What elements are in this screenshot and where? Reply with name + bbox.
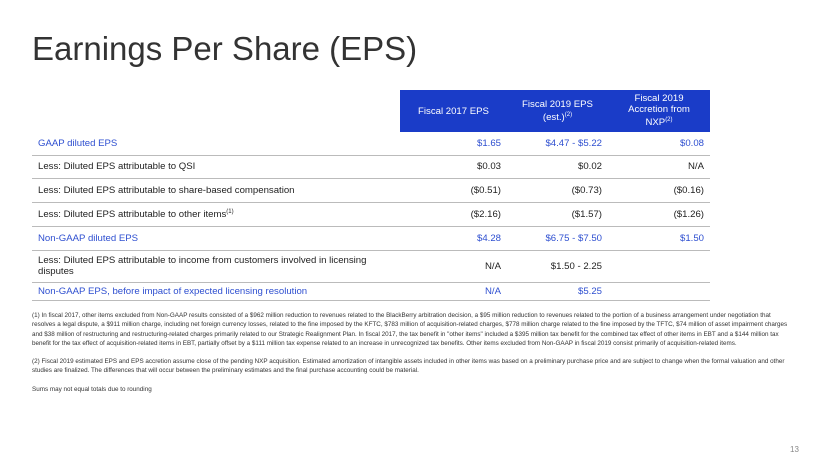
row-label: GAAP diluted EPS [32,132,400,156]
column-header-text: Fiscal 2019 Accretion from NXP [628,93,690,129]
value-cell [608,250,710,283]
header-row: Fiscal 2017 EPS Fiscal 2019 EPS (est.)(2)… [32,90,710,132]
footnote-ref: (2) [665,117,673,124]
value-cell: $4.47 - $5.22 [507,132,608,156]
value-cell: $0.08 [608,132,710,156]
footnote: Sums may not equal totals due to roundin… [32,385,152,393]
table-row: Less: Diluted EPS attributable to share-… [32,178,710,203]
table-row: Non-GAAP diluted EPS $4.28 $6.75 - $7.50 $1… [32,226,710,251]
value-cell: N/A [400,282,507,301]
row-label: Less: Diluted EPS attributable to share-… [32,178,400,203]
column-header-text: Fiscal 2019 EPS (est.) [522,98,593,124]
row-label-text: Less: Diluted EPS attributable to income… [38,255,367,277]
value-cell: $0.02 [507,155,608,179]
column-header: Fiscal 2017 EPS [400,90,507,132]
footnotes: (1) In fiscal 2017, other items excluded… [32,311,792,403]
table-row: Less: Diluted EPS attributable to other … [32,202,710,227]
value-cell: ($1.26) [608,202,710,227]
table-row: GAAP diluted EPS $1.65 $4.47 - $5.22 $0.08 [32,132,710,156]
row-label-text: Less: Diluted EPS attributable to QSI [38,161,196,172]
row-label-text: Non-GAAP EPS, before impact of expected … [38,285,308,297]
footnote: (1) In fiscal 2017, other items excluded… [32,312,788,347]
table-row: Less: Diluted EPS attributable to QSI $0.… [32,155,710,179]
footnote: (2) Fiscal 2019 estimated EPS and EPS ac… [32,358,785,375]
value-cell: ($0.16) [608,178,710,203]
slide-title: Earnings Per Share (EPS) [32,30,418,67]
value-cell: N/A [608,155,710,179]
value-cell: $5.25 [507,282,608,301]
table-row: Less: Diluted EPS attributable to income… [32,250,710,283]
value-cell: $1.65 [400,132,507,156]
value-cell: $0.03 [400,155,507,179]
value-cell [608,282,710,301]
row-label: Less: Diluted EPS attributable to other … [32,202,400,227]
row-label: Less: Diluted EPS attributable to QSI [32,155,400,179]
column-header-text: Fiscal 2017 EPS [418,105,489,117]
footnote-ref: (1) [226,209,234,216]
value-cell: ($0.51) [400,178,507,203]
value-cell: $6.75 - $7.50 [507,226,608,251]
value-cell: ($2.16) [400,202,507,227]
value-cell: $1.50 [608,226,710,251]
value-cell: ($1.57) [507,202,608,227]
footnote-ref: (2) [564,111,573,118]
value-cell: ($0.73) [507,178,608,203]
value-cell: N/A [400,250,507,283]
row-label-text: Less: Diluted EPS attributable to share-… [38,184,295,196]
column-header: Fiscal 2019 Accretion from NXP(2) [608,90,710,132]
row-label: Less: Diluted EPS attributable to income… [32,250,400,283]
row-label: Non-GAAP EPS, before impact of expected … [32,282,400,301]
value-cell: $4.28 [400,226,507,251]
row-label-text: GAAP diluted EPS [38,137,118,149]
column-header: Fiscal 2019 EPS (est.)(2) [507,90,608,132]
row-label: Non-GAAP diluted EPS [32,226,400,251]
value-cell: $1.50 - 2.25 [507,250,608,283]
eps-table: Fiscal 2017 EPS Fiscal 2019 EPS (est.)(2)… [32,90,710,301]
table-row: Non-GAAP EPS, before impact of expected … [32,282,710,301]
row-label-text: Less: Diluted EPS attributable to other … [38,209,227,221]
page-number: 13 [790,445,799,454]
row-label-text: Non-GAAP diluted EPS [38,232,139,244]
